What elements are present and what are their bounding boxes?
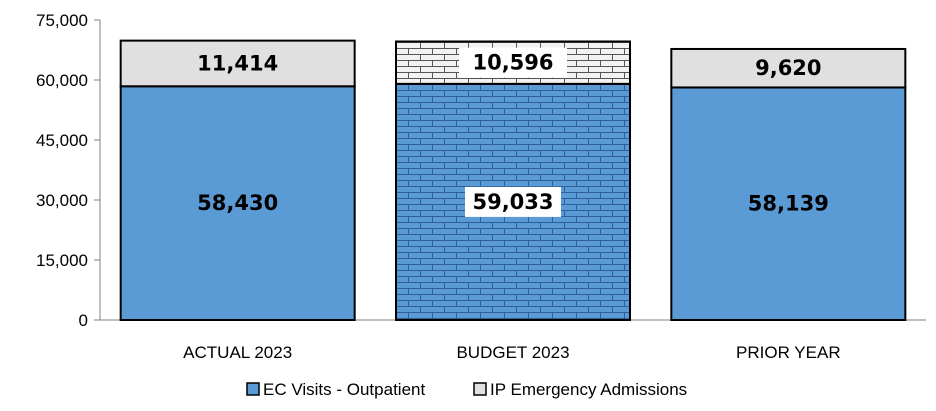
y-tick-label: 30,000	[36, 191, 88, 210]
y-tick-label: 45,000	[36, 131, 88, 150]
axes: 0 15,000 30,000 45,000 60,000 75,000 ACTUAL 20…	[36, 11, 926, 362]
data-label-ip-admissions-3: 9,620	[755, 56, 821, 80]
y-tick-label: 75,000	[36, 11, 88, 30]
data-label-ip-admissions-1: 11,414	[197, 51, 278, 75]
legend-label-ec-visits: EC Visits - Outpatient	[263, 380, 425, 399]
data-label-ec-visits-2: 59,033	[472, 190, 553, 214]
legend: EC Visits - Outpatient IP Emergency Admis…	[246, 380, 687, 399]
y-tick-label: 15,000	[36, 251, 88, 270]
x-category-label: BUDGET 2023	[456, 343, 569, 362]
data-label-background	[459, 47, 567, 78]
data-labels: 58,430 11,414 59,033 10,596 58,139 9,620	[197, 47, 829, 217]
bar-ip-admissions-3	[670, 47, 907, 89]
data-label-ec-visits-3: 58,139	[748, 192, 829, 216]
x-category-label: PRIOR YEAR	[736, 343, 841, 362]
bar-ec-visits-3	[670, 86, 907, 321]
data-label-ip-admissions-2: 10,596	[472, 51, 553, 75]
y-tick-label: 60,000	[36, 71, 88, 90]
legend-label-ip-admissions: IP Emergency Admissions	[490, 380, 687, 399]
bars	[119, 39, 907, 321]
legend-swatch-ec-visits	[246, 382, 260, 396]
data-label-background	[465, 186, 561, 217]
bar-ip-admissions-1	[119, 39, 356, 88]
data-label-ec-visits-1: 58,430	[197, 191, 278, 215]
x-category-label: ACTUAL 2023	[183, 343, 292, 362]
legend-swatch-ip-admissions	[473, 382, 487, 396]
bar-ec-visits-1	[119, 85, 356, 321]
y-tick-label: 0	[79, 311, 88, 330]
